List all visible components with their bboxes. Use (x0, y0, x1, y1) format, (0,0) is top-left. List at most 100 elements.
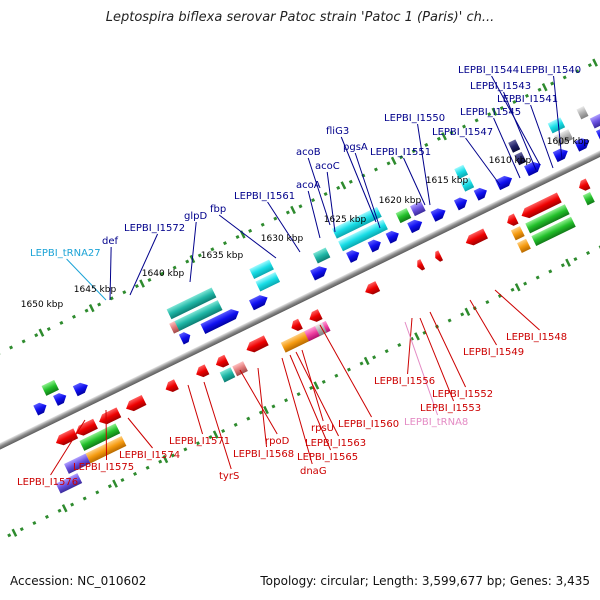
gene-label: LEPBI_I1565 (297, 452, 358, 463)
scale-dot-outer (197, 253, 202, 258)
gene-mark (79, 423, 121, 451)
label-leader-line (494, 289, 540, 331)
scale-tick-outer (88, 303, 95, 313)
gene-mark (196, 364, 210, 378)
scale-dot-outer (134, 284, 139, 289)
gene-label: LEPBI_I1551 (370, 147, 431, 158)
gene-mark (166, 287, 217, 320)
scale-dot-outer (348, 179, 353, 184)
scale-dot-outer (562, 75, 567, 80)
gene-mark (473, 187, 487, 201)
scale-dot-inner (32, 521, 37, 526)
label-leader-line (105, 409, 108, 461)
scale-tick-inner (565, 258, 571, 267)
scale-dot-outer (512, 99, 517, 104)
scale-dot-inner (510, 287, 515, 292)
scale-dot-outer (411, 149, 416, 154)
kbp-tick-label: 1610 kbp (489, 156, 532, 166)
label-leader-line (493, 117, 521, 179)
scale-dot-outer (172, 265, 177, 270)
scale-dot-inner (309, 385, 314, 390)
gene-mark (165, 379, 179, 393)
gene-mark (465, 228, 488, 246)
scale-dot-inner (284, 398, 289, 403)
scale-dot-inner (7, 533, 12, 538)
scale-tick-inner (414, 332, 420, 341)
gene-mark (332, 206, 382, 239)
gene-label: LEPBI_I1540 (520, 65, 581, 76)
gene-mark (309, 309, 323, 322)
gene-label: LEPBI_I1576 (17, 477, 78, 488)
scale-dot-inner (120, 478, 125, 483)
gene-mark (576, 106, 589, 120)
gene-mark (460, 177, 475, 192)
gene-mark (310, 266, 327, 281)
gene-mark (508, 139, 521, 153)
gene-label: LEPBI_I1548 (506, 332, 567, 343)
gene-mark (200, 309, 239, 334)
scale-dot-outer (298, 204, 303, 209)
scale-dot-outer (474, 118, 479, 123)
scale-dot-inner (258, 410, 263, 415)
label-leader-line (469, 299, 497, 346)
scale-dot-outer (248, 228, 253, 233)
scale-dot-inner (485, 300, 490, 305)
scale-dot-inner (447, 318, 452, 323)
label-leader-line (295, 351, 339, 437)
kbp-tick-label: 1645 kbp (74, 285, 117, 295)
label-leader-line (50, 419, 86, 476)
gene-label: LEPBI_I1544 (458, 65, 519, 76)
topology-text: Topology: circular; Length: 3,599,677 bp… (260, 574, 590, 588)
scale-dot-outer (9, 345, 14, 350)
scale-dot-inner (372, 355, 377, 360)
label-leader-line (218, 214, 277, 259)
scale-dot-outer (21, 339, 26, 344)
map-title: Leptospira biflexa serovar Patoc strain … (105, 10, 495, 25)
kbp-tick-label: 1630 kbp (261, 234, 304, 244)
gene-mark (249, 295, 268, 311)
scale-dot-outer (436, 136, 441, 141)
scale-tick-inner (263, 405, 269, 415)
gene-label: LEPBI_I1545 (460, 107, 521, 118)
scale-dot-inner (95, 490, 100, 495)
scale-dot-outer (550, 81, 555, 86)
gene-mark (430, 208, 446, 222)
scale-tick-outer (38, 328, 45, 337)
gene-mark (582, 191, 595, 206)
scale-tick-inner (363, 356, 370, 366)
gene-mark (178, 332, 191, 345)
label-leader-line (354, 152, 381, 229)
gene-mark (346, 250, 360, 263)
gene-label: fbp (210, 204, 226, 215)
label-leader-line (239, 369, 278, 435)
kbp-tick-label: 1650 kbp (21, 300, 64, 310)
scale-tick-inner (162, 454, 169, 464)
gene-mark (55, 428, 79, 446)
scale-dot-outer (160, 271, 165, 276)
label-leader-line (319, 324, 372, 418)
accession-text: Accession: NC_010602 (10, 574, 147, 588)
gene-mark (517, 238, 531, 253)
gene-label: acoA (296, 180, 321, 191)
scale-dot-inner (271, 404, 276, 409)
scale-dot-outer (185, 259, 190, 264)
gene-label: def (102, 236, 119, 247)
gene-mark (64, 453, 91, 474)
scale-dot-inner (359, 361, 364, 366)
scale-dot-inner (460, 312, 465, 317)
scale-dot-inner (44, 514, 49, 519)
scale-dot-outer (424, 142, 429, 147)
scale-dot-inner (57, 508, 62, 513)
label-leader-line (326, 171, 336, 233)
gene-mark (453, 197, 468, 211)
kbp-tick-label: 1605 kbp (547, 137, 590, 147)
gene-mark (514, 151, 527, 166)
label-leader-line (289, 354, 332, 451)
scale-tick-outer (491, 107, 498, 116)
scale-dot-outer (399, 155, 404, 160)
label-leader-line (129, 233, 159, 296)
label-leader-line (404, 321, 439, 416)
gene-label: LEPBI_I1541 (497, 94, 558, 105)
gene-label: LEPBI_I1552 (432, 389, 493, 400)
gene-mark (169, 321, 180, 334)
